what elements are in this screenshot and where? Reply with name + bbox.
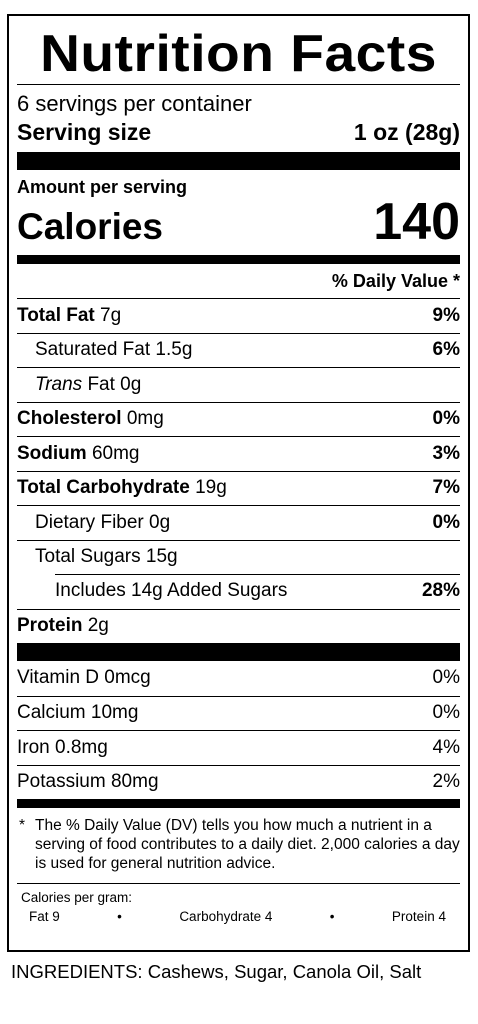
nutrient-label: Fat 0g <box>82 373 142 395</box>
nutrient-row-sodium: Sodium 60mg 3% <box>17 436 460 471</box>
vitamin-pct: 0% <box>432 702 460 724</box>
calories-per-gram-values: Fat 9 • Carbohydrate 4 • Protein 4 <box>17 906 460 924</box>
daily-value-footnote: * The % Daily Value (DV) tells you how m… <box>17 808 460 873</box>
nutrient-label: Includes 14g Added Sugars <box>55 580 288 602</box>
nutrient-row-protein: Protein 2g <box>17 608 460 644</box>
nutrient-amount: 7g <box>100 304 122 326</box>
vitamin-label: Potassium 80mg <box>17 771 159 793</box>
calories-per-gram-label: Calories per gram: <box>21 890 133 905</box>
nutrient-pct: 9% <box>432 304 460 326</box>
nutrition-facts-panel: Nutrition Facts 6 servings per container… <box>7 14 470 952</box>
nutrient-label: Protein <box>17 615 83 637</box>
amount-per-serving-label: Amount per serving <box>17 177 188 197</box>
divider-medium <box>17 799 460 808</box>
nutrient-row-total-fat: Total Fat 7g 9% <box>17 298 460 333</box>
servings-per-container: 6 servings per container <box>17 91 252 116</box>
vitamin-pct: 4% <box>432 736 460 758</box>
nutrient-row-trans-fat: Trans Fat 0g <box>17 367 460 402</box>
cpg-bullet: • <box>329 909 335 924</box>
cpg-protein: Protein 4 <box>391 909 446 924</box>
vitamin-row: Potassium 80mg 2% <box>17 764 460 800</box>
nutrient-amount: 0mg <box>126 408 164 430</box>
serving-size-row: Serving size 1 oz (28g) <box>17 118 460 146</box>
divider-hairline <box>17 84 460 85</box>
nutrient-row-dietary-fiber: Dietary Fiber 0g 0% <box>17 505 460 540</box>
nutrient-pct: 6% <box>432 339 460 361</box>
nutrient-row-cholesterol: Cholesterol 0mg 0% <box>17 401 460 437</box>
nutrient-pct: 0% <box>432 511 460 533</box>
nutrient-pct: 28% <box>421 580 460 602</box>
vitamin-row: Iron 0.8mg 4% <box>17 730 460 765</box>
nutrient-label: Dietary Fiber 0g <box>35 511 171 533</box>
added-sugars-divider <box>55 574 460 575</box>
nutrient-label: Total Fat <box>17 304 95 326</box>
nutrient-pct: 7% <box>432 477 460 499</box>
panel-title: Nutrition Facts <box>40 25 437 83</box>
divider-thick <box>17 643 460 661</box>
daily-value-header: % Daily Value * <box>331 271 460 291</box>
nutrient-label: Total Carbohydrate <box>17 477 190 499</box>
footnote-text: The % Daily Value (DV) tells you how muc… <box>35 817 460 872</box>
nutrient-label-italic: Trans <box>35 373 83 395</box>
divider-medium <box>17 255 460 264</box>
nutrient-row-added-sugars: Includes 14g Added Sugars 28% <box>17 574 460 609</box>
vitamin-pct: 2% <box>432 771 460 793</box>
nutrient-label: Cholesterol <box>17 408 122 430</box>
nutrient-label: Total Sugars 15g <box>35 546 178 568</box>
vitamin-row: Vitamin D 0mcg 0% <box>17 661 460 696</box>
calories-label: Calories <box>17 206 164 247</box>
calories-row: Calories 140 <box>17 193 460 251</box>
ingredients-list: INGREDIENTS: Cashews, Sugar, Canola Oil,… <box>11 961 422 982</box>
calories-value: 140 <box>373 193 460 251</box>
vitamin-pct: 0% <box>432 667 460 689</box>
nutrient-amount: 19g <box>195 477 227 499</box>
vitamin-label: Vitamin D 0mcg <box>17 667 151 689</box>
nutrient-label: Saturated Fat 1.5g <box>35 339 193 361</box>
nutrient-amount: 2g <box>87 615 109 637</box>
cpg-bullet: • <box>117 909 122 924</box>
nutrient-row-saturated-fat: Saturated Fat 1.5g 6% <box>17 332 460 368</box>
nutrient-pct: 0% <box>432 408 460 430</box>
nutrient-label: Sodium <box>17 442 87 464</box>
divider-thick <box>17 152 460 170</box>
serving-size-label: Serving size <box>17 119 152 145</box>
vitamin-label: Iron 0.8mg <box>17 736 108 758</box>
cpg-carbohydrate: Carbohydrate 4 <box>179 909 273 924</box>
footnote-star: * <box>19 817 26 834</box>
serving-size-value: 1 oz (28g) <box>353 119 460 145</box>
nutrient-row-total-carbohydrate: Total Carbohydrate 19g 7% <box>17 470 460 506</box>
cpg-fat: Fat 9 <box>29 909 60 924</box>
vitamin-row: Calcium 10mg 0% <box>17 695 460 731</box>
calories-per-gram: Calories per gram: <box>17 883 460 906</box>
nutrient-row-total-sugars: Total Sugars 15g <box>17 539 460 575</box>
nutrient-pct: 3% <box>432 442 460 464</box>
vitamin-label: Calcium 10mg <box>17 702 139 724</box>
nutrient-amount: 60mg <box>91 442 140 464</box>
